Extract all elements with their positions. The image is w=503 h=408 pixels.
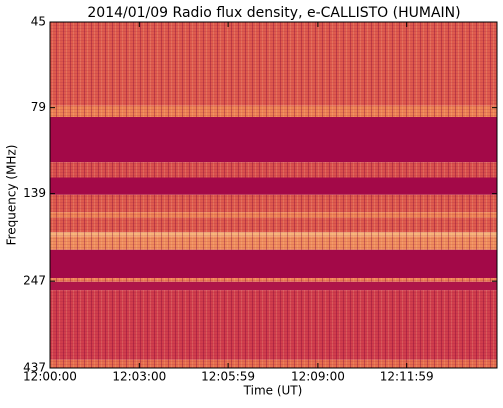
texture: [50, 162, 497, 178]
texture: [50, 212, 497, 218]
texture: [50, 290, 497, 360]
plot-frame: [49, 21, 498, 369]
texture: [50, 194, 497, 213]
x-tick-label: 12:03:00: [112, 370, 166, 384]
texture: [50, 22, 497, 106]
spectrum-band: [50, 249, 497, 279]
y-tick-label: 247: [23, 274, 46, 288]
y-tick-label: 437: [23, 361, 46, 375]
plot-area: [50, 22, 497, 368]
x-tick-label: 12:00:00: [23, 370, 77, 384]
texture: [50, 359, 497, 368]
texture: [50, 105, 497, 117]
texture: [50, 217, 497, 233]
spectrum-band: [50, 116, 497, 163]
x-tick-label: 12:11:59: [380, 370, 434, 384]
spectrum-band: [50, 177, 497, 195]
x-axis-label: Time (UT): [243, 384, 303, 398]
x-tick-label: 12:09:00: [291, 370, 345, 384]
texture: [50, 232, 497, 237]
texture: [50, 236, 497, 250]
y-tick-label: 139: [23, 186, 46, 200]
chart-title: 2014/01/09 Radio flux density, e-CALLIST…: [87, 5, 460, 21]
y-tick-label: 79: [31, 100, 46, 114]
y-axis-label: Frequency (MHz): [5, 145, 19, 246]
texture: [50, 278, 497, 282]
spectrum-band: [50, 281, 497, 291]
x-tick-label: 12:05:59: [201, 370, 255, 384]
y-tick-label: 45: [31, 15, 46, 29]
